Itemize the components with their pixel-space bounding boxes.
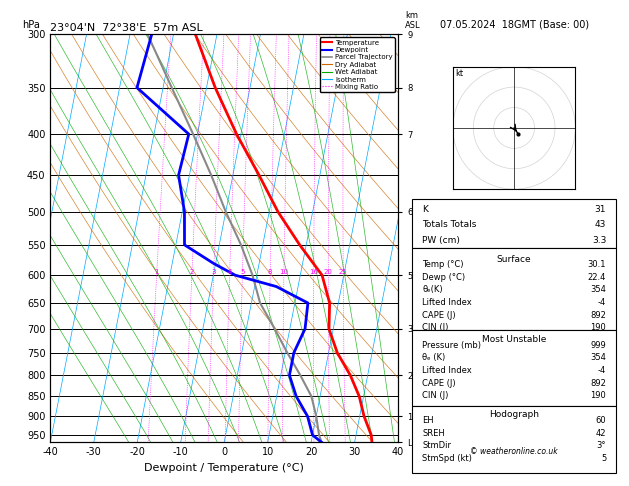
Text: 999: 999 [591,341,606,349]
Y-axis label: Mixing Ratio (g/kg): Mixing Ratio (g/kg) [425,198,434,278]
FancyBboxPatch shape [412,330,616,405]
Text: EH: EH [422,416,434,425]
Text: 3°: 3° [597,441,606,451]
Text: 20: 20 [324,269,333,275]
Text: CAPE (J): CAPE (J) [422,379,456,388]
Text: SREH: SREH [422,429,445,437]
Text: Hodograph: Hodograph [489,410,539,419]
Text: Surface: Surface [497,255,532,264]
Text: Lifted Index: Lifted Index [422,298,472,307]
Text: 23°04'N  72°38'E  57m ASL: 23°04'N 72°38'E 57m ASL [50,23,203,33]
Text: 892: 892 [591,379,606,388]
Text: StmDir: StmDir [422,441,451,451]
Text: StmSpd (kt): StmSpd (kt) [422,454,472,463]
Text: hPa: hPa [23,20,40,30]
Text: 31: 31 [594,205,606,214]
Text: 892: 892 [591,311,606,320]
Text: Temp (°C): Temp (°C) [422,260,464,269]
Text: 42: 42 [596,429,606,437]
Text: 5: 5 [240,269,245,275]
Text: © weatheronline.co.uk: © weatheronline.co.uk [470,447,558,456]
Text: θₑ (K): θₑ (K) [422,353,445,362]
Text: Most Unstable: Most Unstable [482,335,547,344]
Legend: Temperature, Dewpoint, Parcel Trajectory, Dry Adiabat, Wet Adiabat, Isotherm, Mi: Temperature, Dewpoint, Parcel Trajectory… [320,37,394,92]
Text: 60: 60 [596,416,606,425]
Text: 07.05.2024  18GMT (Base: 00): 07.05.2024 18GMT (Base: 00) [440,19,589,29]
FancyBboxPatch shape [412,405,616,473]
Text: 5: 5 [601,454,606,463]
Text: 1: 1 [154,269,159,275]
Text: 190: 190 [591,324,606,332]
Text: 2: 2 [189,269,194,275]
Text: θₑ(K): θₑ(K) [422,285,443,295]
Text: PW (cm): PW (cm) [422,236,460,245]
Text: 8: 8 [268,269,272,275]
Text: 4: 4 [228,269,232,275]
Text: K: K [422,205,428,214]
FancyBboxPatch shape [412,199,616,248]
Text: 3: 3 [211,269,216,275]
Text: CIN (J): CIN (J) [422,391,448,400]
Text: 25: 25 [339,269,348,275]
Text: 43: 43 [595,220,606,229]
Text: 10: 10 [279,269,288,275]
Text: CAPE (J): CAPE (J) [422,311,456,320]
Text: km
ASL: km ASL [405,11,421,30]
Text: 16: 16 [309,269,318,275]
Text: Dewp (°C): Dewp (°C) [422,273,465,282]
Text: 354: 354 [591,353,606,362]
Text: -4: -4 [598,298,606,307]
Text: 22.4: 22.4 [588,273,606,282]
X-axis label: Dewpoint / Temperature (°C): Dewpoint / Temperature (°C) [144,463,304,473]
Text: Totals Totals: Totals Totals [422,220,477,229]
Text: kt: kt [455,69,463,78]
Text: -4: -4 [598,366,606,375]
FancyBboxPatch shape [412,248,616,330]
Text: 190: 190 [591,391,606,400]
Text: 354: 354 [591,285,606,295]
Text: 30.1: 30.1 [587,260,606,269]
Text: Lifted Index: Lifted Index [422,366,472,375]
Text: Pressure (mb): Pressure (mb) [422,341,481,349]
Text: 3.3: 3.3 [592,236,606,245]
Text: CIN (J): CIN (J) [422,324,448,332]
